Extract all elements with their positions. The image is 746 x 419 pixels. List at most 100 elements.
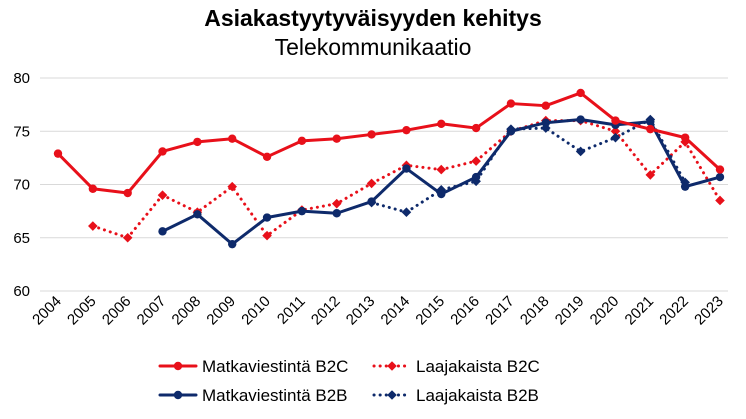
data-point <box>645 170 656 180</box>
x-axis-ticks: 2004 2005 2006 2007 2008 2009 2010 2011 2012 2013… <box>29 293 727 329</box>
data-point <box>367 197 376 206</box>
data-point <box>680 182 690 191</box>
data-point <box>506 99 516 108</box>
data-point <box>158 147 167 156</box>
data-point <box>611 116 620 125</box>
data-point <box>297 136 307 146</box>
data-point <box>173 361 183 371</box>
data-point <box>471 156 481 166</box>
x-tick-label: 2005 <box>64 293 100 329</box>
data-point <box>387 361 397 371</box>
data-point <box>437 119 446 128</box>
x-tick-label: 2009 <box>203 293 239 329</box>
data-point <box>576 115 585 124</box>
data-point <box>297 206 307 216</box>
data-point <box>437 189 446 199</box>
data-point <box>402 125 411 135</box>
data-point <box>715 172 725 182</box>
x-tick-label: 2015 <box>412 293 448 329</box>
y-tick-label: 80 <box>13 70 30 87</box>
data-point <box>436 164 447 175</box>
data-point <box>367 130 376 139</box>
data-point <box>402 164 411 173</box>
data-point <box>471 172 481 182</box>
x-tick-label: 2022 <box>656 293 692 329</box>
data-point <box>227 181 238 192</box>
data-point <box>506 127 516 136</box>
x-tick-label: 2020 <box>587 293 623 329</box>
series-2 <box>158 115 725 249</box>
data-point <box>366 178 377 189</box>
data-point <box>228 134 237 143</box>
data-point <box>541 101 550 110</box>
data-point <box>610 126 621 137</box>
legend-item: Laajakaista B2B <box>372 386 539 405</box>
data-point <box>436 185 447 195</box>
x-tick-label: 2008 <box>169 293 205 329</box>
data-point <box>262 230 272 241</box>
x-tick-label: 2006 <box>99 293 135 329</box>
chart-title: Asiakastyytyväisyyden kehitys <box>204 5 542 31</box>
data-point <box>331 198 342 209</box>
data-point <box>715 165 725 174</box>
series-line <box>56 91 722 195</box>
y-tick-label: 70 <box>13 177 30 194</box>
data-point <box>332 134 341 143</box>
x-tick-label: 2023 <box>691 293 727 329</box>
series-1 <box>88 115 725 243</box>
series-line <box>370 118 687 214</box>
x-tick-label: 2004 <box>29 293 65 329</box>
legend-item: Laajakaista B2C <box>372 357 540 376</box>
x-tick-label: 2019 <box>552 293 588 329</box>
data-point <box>576 88 585 98</box>
legend-label: Matkaviestintä B2C <box>202 357 348 376</box>
legend-item: Matkaviestintä B2B <box>158 386 348 405</box>
legend: Matkaviestintä B2C Laajakaista B2C Matkavi… <box>158 357 540 405</box>
x-tick-label: 2010 <box>238 293 274 329</box>
legend-label: Laajakaista B2B <box>416 386 539 405</box>
legend-label: Laajakaista B2C <box>416 357 540 376</box>
data-point <box>715 195 725 206</box>
series-0 <box>53 88 725 198</box>
data-point <box>646 124 655 134</box>
x-tick-label: 2013 <box>343 293 379 329</box>
y-tick-label: 75 <box>13 123 30 140</box>
legend-label: Matkaviestintä B2B <box>202 386 348 405</box>
data-point <box>680 133 690 142</box>
data-point <box>158 227 167 236</box>
data-point <box>193 137 202 147</box>
x-tick-label: 2011 <box>274 293 309 328</box>
data-point <box>646 117 655 126</box>
data-point <box>471 123 481 133</box>
data-point <box>228 239 237 249</box>
x-tick-label: 2021 <box>622 293 658 329</box>
data-point <box>123 188 132 198</box>
legend-item: Matkaviestintä B2C <box>158 357 348 376</box>
y-tick-label: 65 <box>13 230 30 247</box>
data-point <box>193 210 202 219</box>
data-point <box>88 184 98 193</box>
data-point <box>575 146 586 157</box>
data-point <box>610 132 621 143</box>
y-axis-ticks: 60 65 70 75 80 <box>13 70 30 300</box>
data-point <box>262 152 272 162</box>
data-point <box>53 149 63 158</box>
data-point <box>88 221 98 231</box>
x-tick-label: 2017 <box>482 293 518 329</box>
data-point <box>332 209 341 218</box>
x-tick-label: 2018 <box>517 293 553 329</box>
data-point <box>173 390 183 400</box>
y-tick-label: 60 <box>13 283 30 300</box>
data-point <box>262 213 272 222</box>
data-point <box>401 207 412 217</box>
data-point <box>122 232 133 243</box>
gridlines <box>40 77 728 292</box>
data-point <box>387 390 397 400</box>
data-point <box>541 118 550 127</box>
series-line <box>161 118 722 246</box>
chart-subtitle: Telekommunikaatio <box>275 34 472 60</box>
data-point <box>157 190 168 200</box>
x-tick-label: 2016 <box>447 293 483 329</box>
series-group <box>53 88 725 249</box>
